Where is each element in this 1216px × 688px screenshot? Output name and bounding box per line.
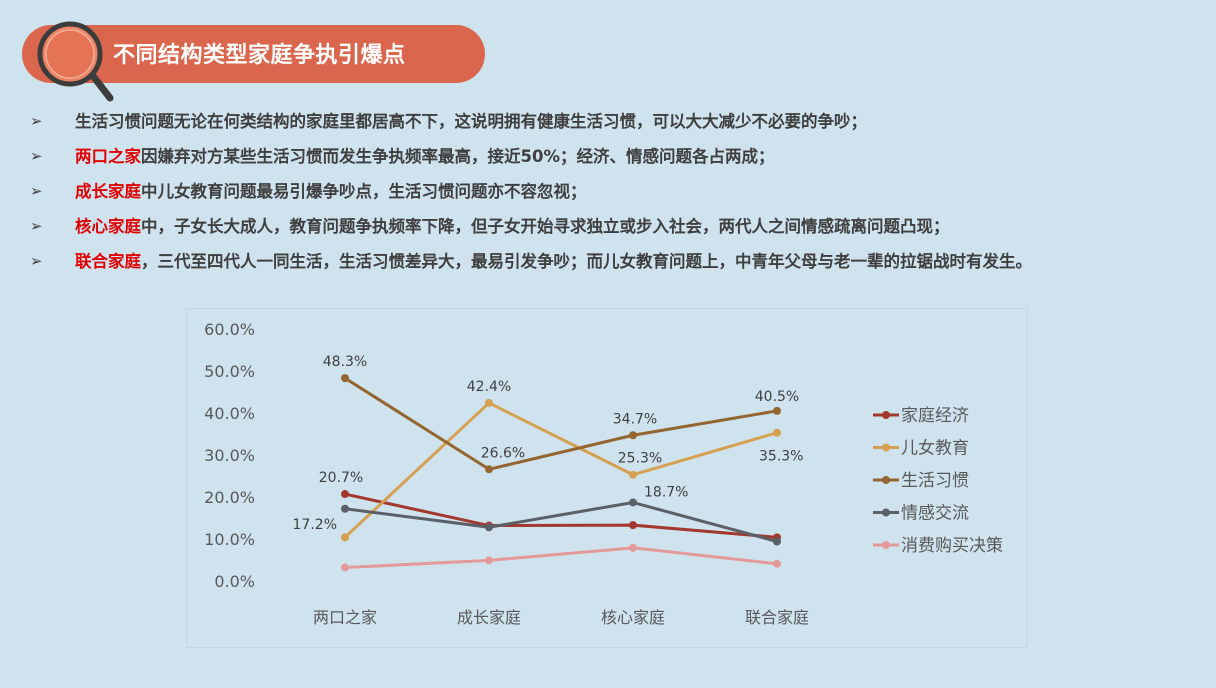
data-point	[341, 533, 349, 542]
bullet-highlight: 联合家庭	[75, 252, 141, 271]
data-point	[773, 537, 781, 546]
data-point	[485, 523, 493, 532]
bullet-text: 生活习惯问题无论在何类结构的家庭里都居高不下，这说明拥有健康生活习惯，可以大大减…	[75, 112, 867, 131]
arrow-bullet-icon: ➢	[30, 147, 43, 165]
data-point	[341, 490, 349, 499]
legend-entry: 消费购买决策	[901, 536, 1003, 556]
series-line	[344, 376, 778, 471]
data-label: 48.3%	[323, 354, 367, 370]
x-tick-label: 成长家庭	[457, 608, 521, 627]
data-point	[773, 559, 781, 568]
data-label: 25.3%	[618, 451, 662, 467]
legend-entry: 家庭经济	[901, 406, 969, 426]
series-line	[344, 546, 778, 570]
legend-entry: 情感交流	[901, 504, 969, 524]
data-label: 26.6%	[481, 445, 525, 461]
data-point	[773, 428, 781, 437]
series-line	[344, 500, 778, 543]
data-point	[341, 563, 349, 572]
legend-marker	[882, 443, 890, 452]
bullet-highlight: 两口之家	[75, 147, 141, 166]
data-label: 35.3%	[759, 449, 803, 465]
y-tick-label: 60.0%	[204, 320, 255, 339]
data-point	[629, 498, 637, 507]
data-point	[629, 543, 637, 552]
y-tick-label: 50.0%	[204, 362, 255, 381]
legend-marker	[882, 508, 890, 517]
data-label: 40.5%	[755, 389, 799, 405]
y-tick-label: 20.0%	[204, 488, 255, 507]
legend-marker	[882, 411, 890, 419]
x-tick-label: 两口之家	[313, 608, 377, 627]
series-line	[343, 401, 778, 539]
series-line	[344, 492, 778, 539]
bullet-text: 中儿女教育问题最易引爆争吵点，生活习惯问题亦不容忽视；	[141, 182, 587, 201]
magnifier-icon	[37, 21, 114, 102]
y-tick-label: 30.0%	[204, 446, 255, 465]
bullet-text: 中，子女长大成人，教育问题争执频率下降，但子女开始寻求独立或步入社会，两代人之间…	[141, 217, 950, 236]
data-point	[773, 406, 781, 415]
arrow-bullet-icon: ➢	[30, 217, 43, 235]
legend-marker	[882, 476, 890, 484]
data-point	[485, 556, 493, 565]
data-point	[485, 398, 493, 407]
bullet-text: 因嫌弃对方某些生活习惯而发生争执频率最高，接近50%；经济、情感问题各占两成；	[141, 147, 775, 166]
data-point	[341, 374, 349, 383]
data-point	[485, 465, 493, 474]
data-label: 34.7%	[613, 411, 657, 427]
arrow-bullet-icon: ➢	[30, 182, 43, 200]
legend-entry: 生活习惯	[901, 471, 969, 491]
arrow-bullet-icon: ➢	[30, 112, 43, 130]
legend-entry: 儿女教育	[901, 439, 969, 459]
y-tick-label: 0.0%	[214, 572, 255, 591]
legend-marker	[882, 541, 890, 549]
data-label: 17.2%	[293, 517, 337, 533]
chart-container: 0.0% 10.0% 20.0% 30.0% 40.0% 50.0% 60.0% 两口之家 成长…	[186, 308, 1028, 648]
bullet-text: ，三代至四代人一同生活，生活习惯差异大，最易引发争吵；而儿女教育问题上，中青年父…	[141, 252, 1032, 271]
bullet-highlight: 成长家庭	[75, 182, 141, 201]
data-point	[629, 470, 637, 479]
x-tick-label: 核心家庭	[601, 608, 665, 627]
data-point	[629, 431, 637, 440]
data-point	[341, 504, 349, 513]
x-tick-label: 联合家庭	[745, 608, 809, 627]
data-point	[629, 521, 637, 530]
line-chart: 0.0% 10.0% 20.0% 30.0% 40.0% 50.0% 60.0% 两口之家 成长…	[204, 320, 1003, 627]
page-title: 不同结构类型家庭争执引爆点	[113, 43, 406, 68]
bullet-highlight: 核心家庭	[75, 217, 141, 236]
y-tick-label: 40.0%	[204, 404, 255, 423]
arrow-bullet-icon: ➢	[30, 252, 43, 270]
data-label: 42.4%	[467, 379, 511, 395]
y-tick-label: 10.0%	[204, 530, 255, 549]
data-label: 20.7%	[319, 470, 363, 486]
data-label: 18.7%	[644, 484, 688, 500]
